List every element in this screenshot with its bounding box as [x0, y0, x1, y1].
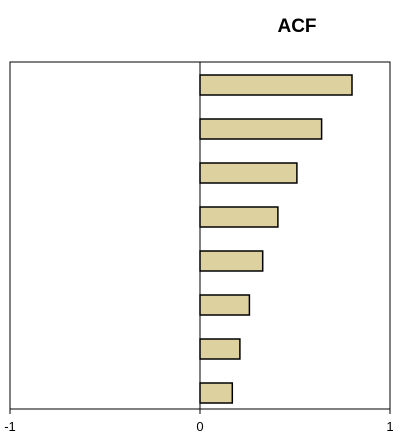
- acf-bar-lag-3: [199, 162, 298, 184]
- x-tick-label: -1: [4, 419, 16, 434]
- acf-bar-lag-4: [199, 206, 279, 228]
- bar-series: [199, 74, 353, 404]
- x-tick-label: 0: [196, 419, 203, 434]
- x-tick-label: 1: [386, 419, 393, 434]
- acf-bar-lag-7: [199, 338, 241, 360]
- acf-bar-lag-2: [199, 118, 323, 140]
- x-axis: -1 0 1: [4, 409, 393, 434]
- acf-bar-lag-5: [199, 250, 264, 272]
- chart-title: ACF: [277, 16, 316, 37]
- acf-bar-lag-8: [199, 382, 234, 404]
- acf-bar-lag-1: [199, 74, 353, 96]
- acf-bar-lag-6: [199, 294, 251, 316]
